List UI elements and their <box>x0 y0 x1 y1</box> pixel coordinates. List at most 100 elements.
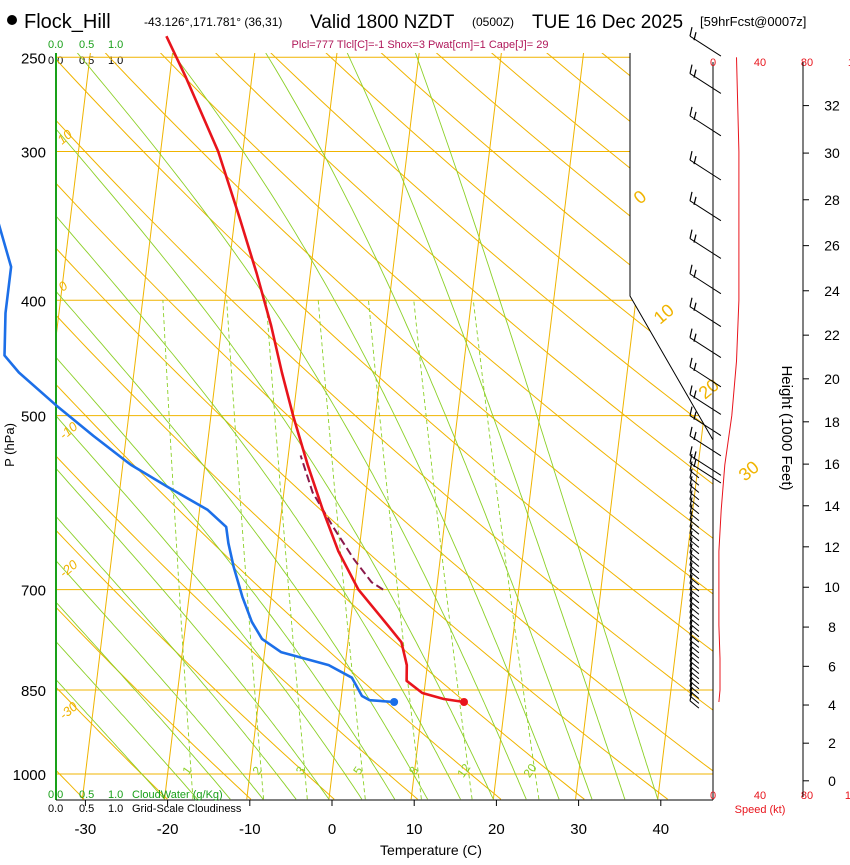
mixing-ratio-line <box>226 300 265 800</box>
moist-adiabat-line <box>56 53 461 800</box>
wind-barb-flag <box>693 431 697 441</box>
dry-adiabat-line <box>56 53 418 800</box>
wind-barb-shaft <box>689 546 700 555</box>
speed-tick-bottom: 0 <box>710 790 716 802</box>
moist-adiabat-line <box>159 53 560 800</box>
height-axis: Height (1000 Feet) 024681012141618202224… <box>778 62 840 797</box>
wind-barb-shaft <box>689 571 700 580</box>
wind-barb-shaft <box>689 685 700 695</box>
wind-barb-shaft <box>689 306 722 328</box>
mixing-ratio-line <box>368 300 422 800</box>
wind-barb-shaft <box>689 491 700 501</box>
wind-barb-flag <box>689 511 693 521</box>
wind-barb-flag <box>693 196 697 205</box>
wind-barb-flag <box>693 362 697 372</box>
wind-barb-shaft <box>689 533 700 542</box>
wind-barb-shaft <box>689 512 700 522</box>
pressure-tick-label: 400 <box>21 293 46 310</box>
height-tick-label: 24 <box>824 283 840 299</box>
wind-barb-shaft <box>689 583 700 592</box>
wind-barb-flag <box>689 517 693 527</box>
wind-barb-flag <box>689 504 693 514</box>
dry-adiabat-line <box>56 53 668 800</box>
wind-barb-flag <box>689 406 693 416</box>
temperature-axis: -30 -20 -10 0 10 20 30 40 <box>75 800 669 838</box>
cloudiness-bottom-tick: 1.0 <box>108 803 123 815</box>
wind-barb-shaft <box>689 612 700 621</box>
height-tick-label: 32 <box>824 98 840 114</box>
cloud-top-tick: 0.5 <box>79 39 94 51</box>
cloudiness-top-tick: 0.5 <box>79 55 94 67</box>
wind-barb-flag <box>693 411 697 420</box>
wind-barb-flag <box>689 150 693 161</box>
wind-barb-flag <box>689 543 693 554</box>
moist-adiabat-line <box>56 53 396 800</box>
mixing-ratio-label: 5 <box>350 764 365 778</box>
height-tick-label: 28 <box>824 192 840 208</box>
wind-barb-flag <box>689 468 693 479</box>
cloud-top-tick: 1.0 <box>108 39 123 51</box>
dry-adiabat-line <box>56 53 252 800</box>
wind-barb-shaft <box>689 595 700 604</box>
wind-barb-shaft <box>689 499 700 508</box>
wind-barb-flag <box>689 556 693 566</box>
wind-barb-flag <box>693 69 697 78</box>
wind-barb-shaft <box>689 629 700 638</box>
cloudiness-bottom-tick: 0.5 <box>79 803 94 815</box>
station-bullet-icon <box>7 15 17 25</box>
wind-barb-shaft <box>689 617 700 627</box>
wind-barb-flag <box>689 385 693 395</box>
cloud-bottom-tick: 0.5 <box>79 789 94 801</box>
moist-adiabat-line <box>56 53 428 800</box>
cloud-bottom-tick: 1.0 <box>108 789 123 801</box>
temperature-tick-label: 20 <box>488 821 505 838</box>
station-coords: -43.126°,171.781° (36,31) <box>144 15 282 29</box>
wind-barb-shaft <box>689 200 722 222</box>
wind-barb-shaft <box>689 695 700 704</box>
moist-adiabat-line <box>56 106 330 800</box>
wind-barb-flag <box>689 297 693 307</box>
wind-barb-flag <box>693 269 697 278</box>
wind-barb-shaft <box>689 273 722 295</box>
wind-barb-flag <box>689 27 693 37</box>
height-tick-label: 10 <box>824 579 840 595</box>
wind-barb-shaft <box>689 665 700 675</box>
wind-barb-flag <box>689 537 693 547</box>
wind-barb-flag <box>689 568 693 578</box>
isotherm-line <box>0 36 10 799</box>
height-tick-label: 0 <box>828 773 836 789</box>
isotherm-line <box>492 53 587 800</box>
pressure-axis: 250 300 400 500 700 850 1000 <box>13 50 46 784</box>
height-tick-label: 4 <box>828 697 836 713</box>
wind-barb-shaft <box>689 671 700 680</box>
wind-barb-shaft <box>689 73 722 94</box>
dry-adiabat-line <box>307 53 713 800</box>
isotherm-line <box>81 53 176 800</box>
wind-barb-shaft <box>689 645 700 654</box>
speed-tick-top: 80 <box>801 57 813 69</box>
dry-adiabat-line <box>56 53 713 800</box>
wind-barb-flag <box>693 451 697 460</box>
wind-barb-flag <box>689 476 693 486</box>
height-tick-label: 16 <box>824 456 840 472</box>
height-tick-label: 2 <box>828 735 836 751</box>
wind-barb-flag <box>693 302 697 311</box>
wind-barb-shaft <box>689 634 700 643</box>
isotherm-label: 10 <box>650 300 678 328</box>
height-tick-label: 8 <box>828 619 836 635</box>
wind-barb-shaft <box>689 700 700 709</box>
dry-adiabat-line <box>143 53 713 800</box>
valid-time: Valid 1800 NZDT <box>310 12 455 33</box>
moist-adiabat-line <box>56 230 231 800</box>
temperature-tick-label: -20 <box>157 821 179 838</box>
pressure-tick-label: 850 <box>21 683 46 700</box>
wind-barb-shaft <box>689 526 700 535</box>
wind-barb-shaft <box>689 539 700 548</box>
moist-adiabat-line <box>255 53 593 800</box>
height-axis-label: Height (1000 Feet) <box>778 365 795 490</box>
wind-barb-flag <box>689 426 693 437</box>
pressure-tick-label: 300 <box>21 145 46 162</box>
dry-adiabat-line <box>56 53 502 800</box>
height-tick-label: 22 <box>824 327 840 343</box>
wind-barb-shaft <box>689 676 700 685</box>
